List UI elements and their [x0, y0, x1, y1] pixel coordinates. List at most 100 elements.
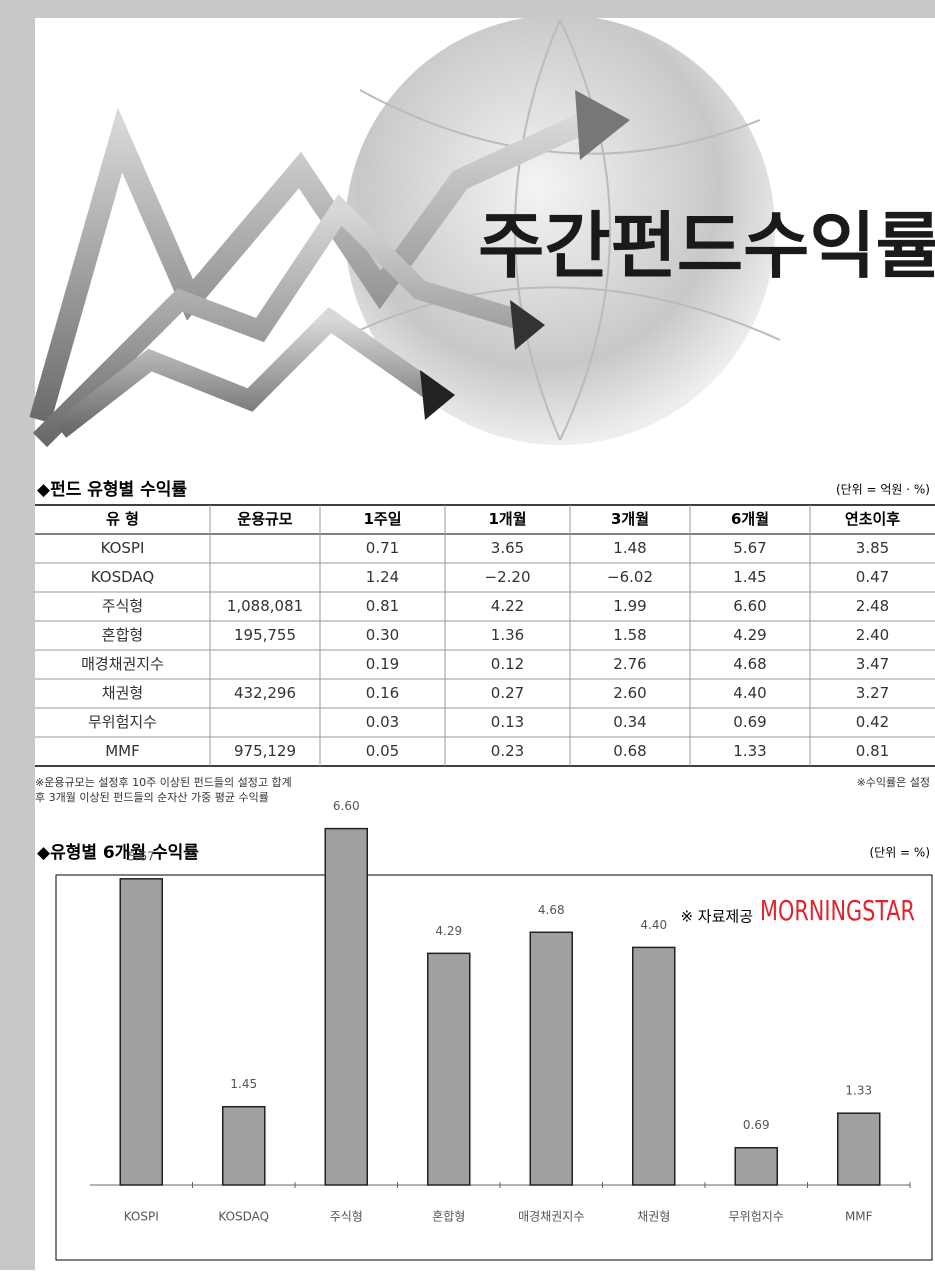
table-cell: 0.34 — [613, 713, 646, 731]
chart-unit: (단위 = %) — [869, 846, 930, 860]
table-cell: 6.60 — [733, 597, 766, 615]
table-cell: 4.22 — [491, 597, 524, 615]
table-cell: 0.47 — [856, 568, 889, 586]
table-cell: 1.36 — [491, 626, 524, 644]
table-cell: 1.99 — [613, 597, 646, 615]
header-title: 주간펀드수익률 — [478, 203, 935, 288]
bar — [529, 931, 573, 1186]
fund-table: ◆펀드 유형별 수익률 (단위 = 억원 · %) 유 형 운용규모 1주일 1개월 3개월… — [35, 479, 935, 804]
x-tick-label: MMF — [845, 1210, 873, 1224]
table-cell: 4.68 — [733, 655, 766, 673]
table-cell: 0.69 — [733, 713, 766, 731]
table-cell: 무위험지수 — [88, 713, 157, 731]
table-cell: 975,129 — [234, 742, 296, 760]
table-cell: 0.81 — [856, 742, 889, 760]
table-cell: 4.40 — [733, 684, 766, 702]
table-cell: 0.16 — [366, 684, 399, 702]
table-cell: 2.40 — [856, 626, 889, 644]
bar — [222, 1105, 266, 1186]
table-cell: 1.33 — [733, 742, 766, 760]
table-cell: 1.45 — [733, 568, 766, 586]
table-cell: 0.71 — [366, 539, 399, 557]
x-tick-label: 매경채권지수 — [518, 1210, 584, 1224]
table-cell: 1.48 — [613, 539, 646, 557]
value-label: 1.45 — [230, 1077, 257, 1091]
source-logo: MORNINGSTAR — [760, 894, 915, 927]
value-label: 4.68 — [538, 903, 565, 917]
x-tick-label: 주식형 — [330, 1210, 363, 1224]
table-cell: 0.27 — [491, 684, 524, 702]
x-tick-label: 무위험지수 — [729, 1210, 784, 1224]
bar — [632, 946, 676, 1186]
table-cell: 혼합형 — [102, 626, 143, 644]
value-label: 5.67 — [128, 849, 155, 863]
column-header: 운용규모 — [237, 510, 292, 528]
chart-frame — [55, 874, 933, 1261]
table-cell: 0.30 — [366, 626, 399, 644]
x-tick-label: 혼합형 — [432, 1210, 465, 1224]
table-cell: 주식형 — [102, 597, 143, 615]
table-note: ※수익률은 설정 — [857, 776, 930, 789]
table-cell: 매경채권지수 — [81, 655, 164, 673]
table-cell: 2.60 — [613, 684, 646, 702]
table-cell: 0.23 — [491, 742, 524, 760]
bar — [837, 1112, 881, 1186]
header-illustration — [29, 15, 781, 448]
top-band — [0, 0, 935, 18]
column-header: 1개월 — [488, 510, 526, 528]
table-cell: −6.02 — [607, 568, 653, 586]
table-cell: 채권형 — [102, 684, 143, 702]
table-cell: 3.27 — [856, 684, 889, 702]
table-cell: 0.12 — [491, 655, 524, 673]
table-cell: 0.81 — [366, 597, 399, 615]
value-label: 4.40 — [640, 918, 667, 932]
table-cell: 2.48 — [856, 597, 889, 615]
table-cell: 1.24 — [366, 568, 399, 586]
table-cell: 2.76 — [613, 655, 646, 673]
table-cell: MMF — [105, 742, 140, 760]
x-tick-label: 채권형 — [637, 1210, 670, 1224]
table-cell: 3.85 — [856, 539, 889, 557]
table-cell: 432,296 — [234, 684, 296, 702]
bar — [734, 1146, 778, 1186]
bar — [324, 827, 368, 1186]
table-title: ◆펀드 유형별 수익률 — [37, 479, 187, 500]
column-header: 유 형 — [106, 510, 139, 528]
column-header: 1주일 — [363, 510, 401, 528]
bar — [119, 878, 163, 1186]
table-cell: 0.05 — [366, 742, 399, 760]
column-header: 6개월 — [731, 510, 769, 528]
table-cell: 5.67 — [733, 539, 766, 557]
table-cell: 0.68 — [613, 742, 646, 760]
table-cell: 3.47 — [856, 655, 889, 673]
table-cell: 4.29 — [733, 626, 766, 644]
table-cell: 195,755 — [234, 626, 296, 644]
table-cell: 0.03 — [366, 713, 399, 731]
table-cell: 1,088,081 — [227, 597, 303, 615]
table-cell: 0.19 — [366, 655, 399, 673]
value-label: 1.33 — [845, 1084, 872, 1098]
table-note: ※운용규모는 설정후 10주 이상된 펀드들의 설정고 합계 — [35, 776, 292, 789]
x-tick-label: KOSPI — [124, 1210, 159, 1224]
x-tick-label: KOSDAQ — [218, 1210, 269, 1224]
table-cell: KOSPI — [101, 539, 145, 557]
column-header: 3개월 — [611, 510, 649, 528]
source: ※ 자료제공 — [680, 908, 753, 926]
bar — [427, 952, 471, 1186]
column-header: 연초이후 — [845, 510, 900, 528]
bar-chart: ◆유형별 6개월 수익률 (단위 = %) ※ 자료제공 MORNINGSTAR KOS… — [37, 799, 933, 1261]
value-label: 4.29 — [435, 924, 462, 938]
table-cell: KOSDAQ — [91, 568, 154, 586]
value-label: 0.69 — [743, 1118, 770, 1132]
table-cell: 0.13 — [491, 713, 524, 731]
table-unit: (단위 = 억원 · %) — [836, 483, 930, 497]
value-label: 6.60 — [333, 799, 360, 813]
table-cell: 3.65 — [491, 539, 524, 557]
table-cell: 0.42 — [856, 713, 889, 731]
chart-title: ◆유형별 6개월 수익률 — [37, 842, 199, 863]
table-cell: 1.58 — [613, 626, 646, 644]
left-band — [0, 0, 35, 1270]
table-cell: −2.20 — [485, 568, 531, 586]
